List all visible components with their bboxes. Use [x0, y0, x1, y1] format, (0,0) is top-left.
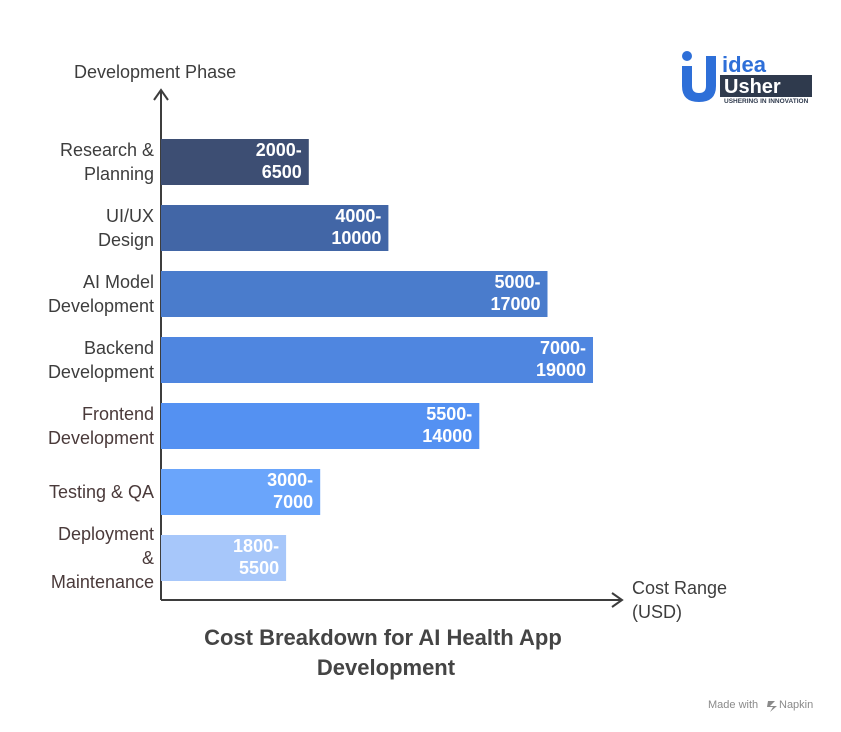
- chart-title-line-2: Development: [317, 655, 456, 680]
- bar-value-label-line: 5500-: [426, 404, 472, 424]
- credit-brand: Napkin: [779, 699, 813, 711]
- bar-value-label: 2000-6500: [256, 140, 302, 182]
- logo-u-shape: [682, 56, 716, 102]
- category-label: Research & Planning: [60, 140, 154, 184]
- bar-value-label: 1800-5500: [233, 536, 279, 578]
- bar: [161, 205, 389, 251]
- made-with-credit: Made with Napkin: [708, 699, 813, 712]
- category-label-line: Testing & QA: [49, 482, 154, 502]
- category-label: Testing & QA: [49, 482, 154, 502]
- bar-value-label-line: 14000: [422, 426, 472, 446]
- category-label: Deployment & Maintenance: [51, 524, 154, 592]
- category-label-line: UI/UX: [106, 206, 154, 226]
- category-label-line: Research &: [60, 140, 154, 160]
- bars: 2000-6500 Research & Planning 4000-10000 UI/…: [48, 139, 593, 592]
- category-label-line: Deployment: [58, 524, 154, 544]
- y-axis-title: Development Phase: [74, 62, 236, 82]
- bar-value-label-line: 2000-: [256, 140, 302, 160]
- bar-value-label-line: 7000: [273, 492, 313, 512]
- bar: [161, 403, 480, 449]
- bar-value-label: 3000-7000: [267, 470, 313, 512]
- bar-value-label: 5000-17000: [490, 272, 540, 314]
- category-label-line: Backend: [84, 338, 154, 358]
- bar: [161, 271, 548, 317]
- bar: [161, 469, 321, 515]
- bar: [161, 337, 593, 383]
- idea-usher-logo: idea Usher USHERING IN INNOVATION: [682, 51, 812, 105]
- x-axis-title-line-1: Cost Range: [632, 578, 727, 598]
- chart-title: Cost Breakdown for AI Health App Develop…: [204, 625, 568, 680]
- category-label: UI/UX Design: [98, 206, 154, 250]
- logo-word-idea: idea: [722, 52, 767, 77]
- category-label-line: Design: [98, 230, 154, 250]
- bar-value-label-line: 7000-: [540, 338, 586, 358]
- logo-dot: [682, 51, 692, 61]
- category-label-line: Development: [48, 296, 154, 316]
- bar-value-label: 5500-14000: [422, 404, 472, 446]
- credit-text: Made with: [708, 699, 758, 711]
- bar-value-label-line: 4000-: [335, 206, 381, 226]
- category-label-line: Maintenance: [51, 572, 154, 592]
- chart-title-line-1: Cost Breakdown for AI Health App: [204, 625, 562, 650]
- logo-usher-background: [720, 75, 812, 97]
- x-axis-arrow: [611, 592, 624, 608]
- bar-value-label-line: 5500: [239, 558, 279, 578]
- bar-value-label-line: 5000-: [494, 272, 540, 292]
- bar-value-label-line: 1800-: [233, 536, 279, 556]
- bar-value-label-line: 19000: [536, 360, 586, 380]
- logo-tagline: USHERING IN INNOVATION: [724, 98, 809, 105]
- category-label: Frontend Development: [48, 404, 154, 448]
- x-axis-title: Cost Range (USD): [632, 578, 732, 622]
- bar: [161, 139, 309, 185]
- category-label-line: &: [142, 548, 154, 568]
- category-label: AI Model Development: [48, 272, 154, 316]
- bar-value-label: 7000-19000: [536, 338, 586, 380]
- bar-value-label-line: 6500: [262, 162, 302, 182]
- bar-value-label-line: 3000-: [267, 470, 313, 490]
- category-label-line: Development: [48, 362, 154, 382]
- logo-word-usher: Usher: [724, 76, 781, 98]
- napkin-icon: [767, 701, 777, 712]
- category-label-line: Development: [48, 428, 154, 448]
- bar-value-label: 4000-10000: [331, 206, 381, 248]
- y-axis-arrow: [153, 88, 169, 101]
- category-label-line: Planning: [84, 164, 154, 184]
- bar-value-label-line: 17000: [490, 294, 540, 314]
- bar: [161, 535, 287, 581]
- bar-value-label-line: 10000: [331, 228, 381, 248]
- x-axis-title-line-2: (USD): [632, 602, 682, 622]
- category-label: Backend Development: [48, 338, 154, 382]
- category-label-line: AI Model: [83, 272, 154, 292]
- category-label-line: Frontend: [82, 404, 154, 424]
